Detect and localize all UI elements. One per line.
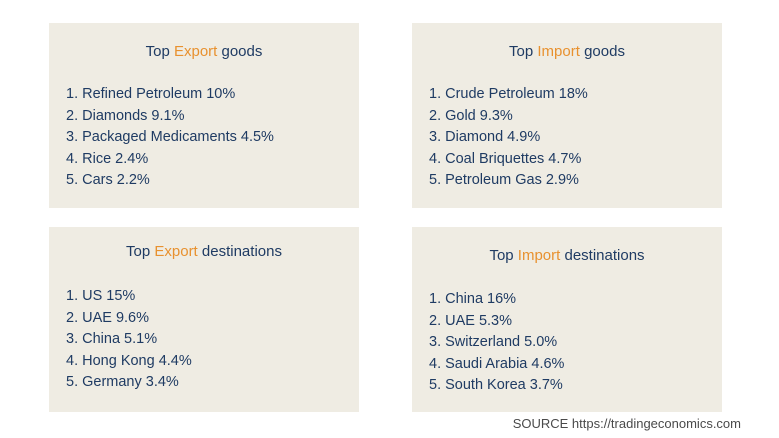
card-list: 1. Refined Petroleum 10% 2. Diamonds 9.1… [66, 84, 274, 192]
title-accent: Export [173, 43, 218, 60]
list-item: 5. Cars 2.2% [66, 172, 150, 188]
card-title: Top Export goods [49, 43, 359, 60]
list-item: 3. Switzerland 5.0% [429, 334, 558, 350]
list-item: 3. Packaged Medicaments 4.5% [66, 129, 274, 145]
list-item: 1. Crude Petroleum 18% [429, 86, 588, 102]
title-accent: Import [517, 247, 561, 264]
export-goods-card: Top Export goods 1. Refined Petroleum 10… [49, 23, 359, 208]
list-item: 1. Refined Petroleum 10% [66, 86, 236, 102]
export-destinations-card: Top Export destinations 1. US 15% 2. UAE… [49, 227, 359, 412]
title-suffix: destinations [201, 243, 282, 260]
list-item: 5. Petroleum Gas 2.9% [429, 172, 579, 188]
card-title: Top Import destinations [412, 247, 722, 264]
list-item: 5. South Korea 3.7% [429, 377, 563, 393]
list-item: 2. Diamonds 9.1% [66, 107, 185, 124]
title-accent: Import [537, 43, 580, 60]
title-suffix: goods [584, 43, 625, 60]
title-suffix: goods [221, 43, 263, 60]
list-item: 4. Hong Kong 4.4% [66, 352, 192, 369]
list-item: 1. US 15% [66, 288, 136, 304]
list-item: 2. UAE 5.3% [429, 312, 513, 329]
title-accent: Export [154, 243, 198, 260]
list-item: 2. Gold 9.3% [429, 107, 513, 124]
title-prefix: Top [145, 43, 170, 60]
card-title: Top Import goods [412, 43, 722, 60]
title-prefix: Top [126, 243, 151, 260]
list-item: 1. China 16% [429, 291, 517, 307]
card-list: 1. Crude Petroleum 18% 2. Gold 9.3% 3. D… [429, 84, 588, 192]
import-destinations-card: Top Import destinations 1. China 16% 2. … [412, 227, 722, 412]
title-suffix: destinations [564, 247, 645, 264]
card-list: 1. US 15% 2. UAE 9.6% 3. China 5.1% 4. H… [66, 286, 192, 394]
card-list: 1. China 16% 2. UAE 5.3% 3. Switzerland … [429, 289, 564, 397]
list-item: 4. Coal Briquettes 4.7% [429, 150, 582, 167]
card-title: Top Export destinations [49, 243, 359, 260]
list-item: 4. Rice 2.4% [66, 150, 149, 167]
list-item: 3. China 5.1% [66, 331, 158, 347]
list-item: 3. Diamond 4.9% [429, 129, 541, 145]
title-prefix: Top [489, 247, 514, 264]
list-item: 5. Germany 3.4% [66, 374, 179, 390]
list-item: 4. Saudi Arabia 4.6% [429, 355, 565, 372]
list-item: 2. UAE 9.6% [66, 309, 150, 326]
title-prefix: Top [509, 43, 534, 60]
source-credit: SOURCE https://tradingeconomics.com [512, 416, 741, 431]
import-goods-card: Top Import goods 1. Crude Petroleum 18% … [412, 23, 722, 208]
